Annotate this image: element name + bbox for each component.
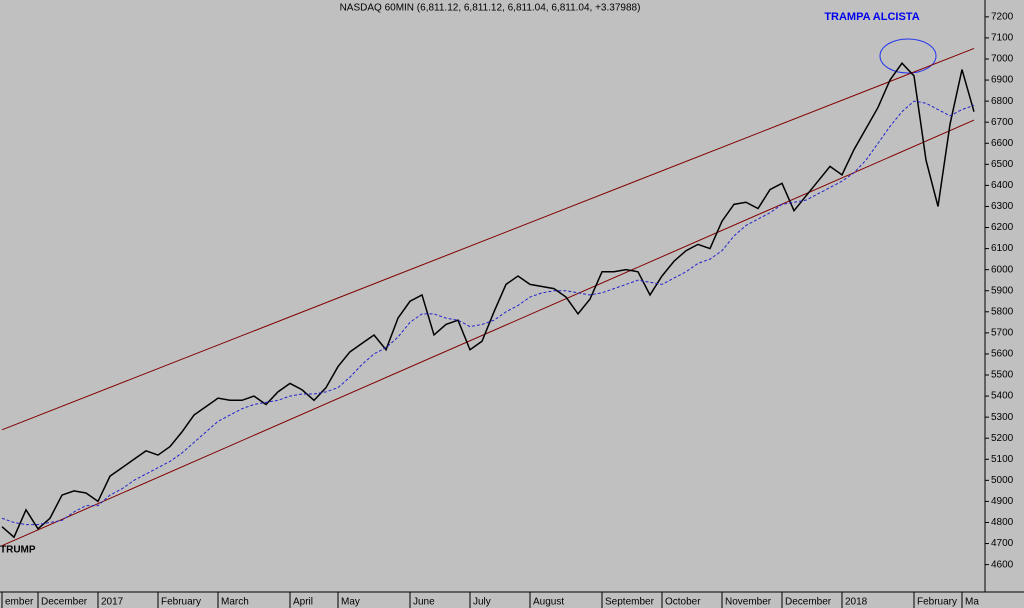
y-tick-label: 6200 <box>991 222 1014 233</box>
x-tick-label: ember <box>5 597 34 608</box>
y-tick-label: 6000 <box>991 264 1014 275</box>
y-tick-label: 6800 <box>991 96 1014 107</box>
x-tick-label: October <box>665 597 701 608</box>
y-tick-label: 5500 <box>991 370 1014 381</box>
y-tick-label: 4700 <box>991 538 1014 549</box>
x-tick-label: December <box>41 597 88 608</box>
chart-title: NASDAQ 60MIN (6,811.12, 6,811.12, 6,811.… <box>340 3 641 14</box>
y-tick-label: 7200 <box>991 11 1014 22</box>
x-tick-label: May <box>341 597 360 608</box>
x-tick-label: June <box>413 597 435 608</box>
x-tick-label: Ma <box>965 597 979 608</box>
x-tick-label: April <box>293 597 313 608</box>
y-tick-label: 5700 <box>991 328 1014 339</box>
y-tick-label: 7100 <box>991 33 1014 44</box>
x-tick-label: 2017 <box>101 597 124 608</box>
y-tick-label: 6600 <box>991 138 1014 149</box>
y-tick-label: 5200 <box>991 433 1014 444</box>
y-tick-label: 6400 <box>991 180 1014 191</box>
y-tick-label: 5600 <box>991 349 1014 360</box>
highlight-ellipse <box>879 38 937 74</box>
y-tick-label: 6900 <box>991 75 1014 86</box>
x-tick-label: August <box>533 597 564 608</box>
y-tick-label: 5100 <box>991 454 1014 465</box>
y-tick-label: 4600 <box>991 559 1014 570</box>
annotation: TRAMPA ALCISTA <box>824 11 919 23</box>
trend-line <box>1 47 975 431</box>
x-tick-label: February <box>917 597 957 608</box>
y-tick-label: 6700 <box>991 117 1014 128</box>
x-tick-label: 2018 <box>845 597 868 608</box>
y-tick-label: 5800 <box>991 306 1014 317</box>
y-tick-label: 6300 <box>991 201 1014 212</box>
trend-line <box>1 119 975 547</box>
y-tick-label: 5300 <box>991 412 1014 423</box>
x-tick-label: February <box>161 597 201 608</box>
y-tick-label: 5400 <box>991 391 1014 402</box>
x-tick-label: July <box>473 597 491 608</box>
y-tick-label: 5900 <box>991 285 1014 296</box>
y-tick-label: 7000 <box>991 54 1014 65</box>
x-tick-label: December <box>785 597 832 608</box>
x-tick-label: September <box>605 597 655 608</box>
y-tick-label: 6500 <box>991 159 1014 170</box>
y-tick-label: 6100 <box>991 243 1014 254</box>
series-line <box>1 100 975 526</box>
series-line <box>1 62 975 539</box>
y-tick-label: 4900 <box>991 496 1014 507</box>
y-tick-label: 4800 <box>991 517 1014 528</box>
annotation: TRUMP <box>0 545 36 556</box>
x-tick-label: November <box>725 597 772 608</box>
x-tick-label: March <box>221 597 249 608</box>
y-tick-label: 5000 <box>991 475 1014 486</box>
